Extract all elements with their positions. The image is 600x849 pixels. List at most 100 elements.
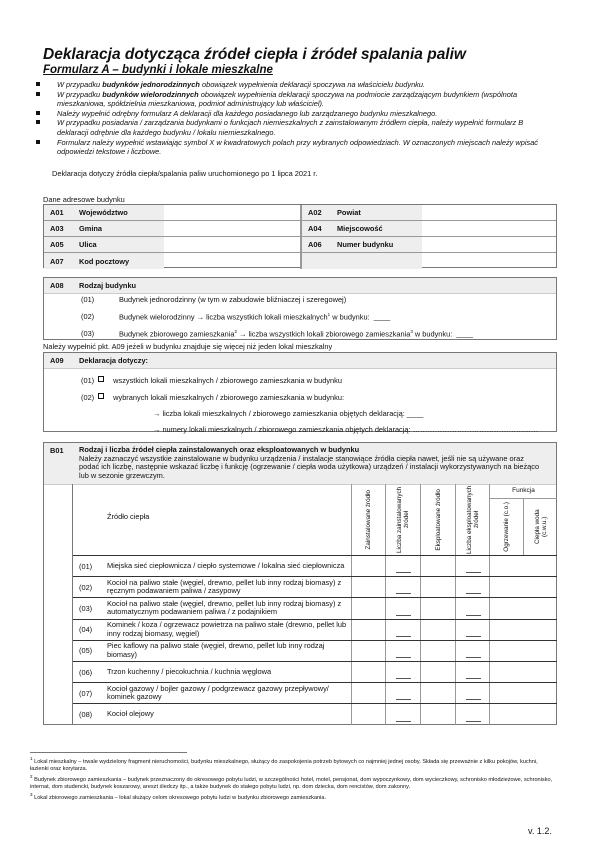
a09-option-all[interactable]: (01) wszystkich lokali mieszkalnych / zbi… xyxy=(81,376,342,385)
a09-count-field[interactable]: → liczba lokali mieszkalnych / zbioroweg… xyxy=(153,409,424,418)
hot-water-checkbox[interactable] xyxy=(523,577,557,597)
row-number: (05) xyxy=(79,646,93,656)
field-street[interactable]: A05 Ulica xyxy=(44,237,300,252)
installed-checkbox[interactable] xyxy=(351,577,385,598)
installed-count-field[interactable] xyxy=(385,704,419,725)
operated-checkbox[interactable] xyxy=(420,577,454,598)
footnote: 3 Lokal zbiorowego zamieszkania – lokal … xyxy=(30,791,327,801)
option-text: → liczba wszystkich lokali zbiorowego za… xyxy=(236,329,411,339)
installed-count-field[interactable] xyxy=(385,662,419,683)
installed-checkbox[interactable] xyxy=(351,598,385,619)
installed-count-field[interactable] xyxy=(385,577,419,598)
field-code: A07 xyxy=(50,256,64,266)
hot-water-checkbox[interactable] xyxy=(523,556,557,576)
hot-water-checkbox[interactable] xyxy=(523,620,557,640)
installed-count-field[interactable] xyxy=(385,683,419,704)
installed-checkbox[interactable] xyxy=(351,619,385,640)
heating-checkbox[interactable] xyxy=(489,683,523,704)
footnote-ref: 3 xyxy=(410,329,413,334)
installed-checkbox[interactable] xyxy=(351,662,385,683)
instruction-item: W przypadku budynków wielorodzinnych obo… xyxy=(35,90,555,109)
row-label: Kocioł na paliwo stałe (węgiel, drewno, … xyxy=(107,577,342,596)
count-blank xyxy=(396,656,411,658)
operated-count-field[interactable] xyxy=(455,640,489,661)
heating-checkbox[interactable] xyxy=(489,619,523,640)
row-number: (03) xyxy=(79,603,93,613)
field-municipality[interactable]: A03 Gmina xyxy=(44,221,300,236)
operated-checkbox[interactable] xyxy=(420,683,454,704)
installed-count-field[interactable] xyxy=(385,619,419,640)
col-header-source: Źródło ciepła xyxy=(107,512,150,521)
hot-water-checkbox[interactable] xyxy=(523,662,557,682)
a08-building-type-section: A08 Rodzaj budynku (01) Budynek jednorodzi… xyxy=(43,277,557,340)
heating-checkbox[interactable] xyxy=(489,662,523,683)
operated-checkbox[interactable] xyxy=(420,556,454,577)
heating-checkbox[interactable] xyxy=(489,640,523,661)
operated-checkbox[interactable] xyxy=(420,619,454,640)
heat-source-row: (01) Miejska sieć ciepłownicza / ciepło s… xyxy=(73,555,557,577)
operated-checkbox[interactable] xyxy=(420,704,454,725)
installed-count-field[interactable] xyxy=(385,598,419,619)
installed-checkbox[interactable] xyxy=(351,640,385,661)
field-label: Numer budynku xyxy=(337,240,394,249)
instruction-bold: budynków wielorodzinnych xyxy=(102,89,199,99)
heating-checkbox[interactable] xyxy=(489,704,523,725)
field-label: Powiat xyxy=(337,208,361,217)
hot-water-checkbox[interactable] xyxy=(523,641,557,661)
form-subtitle: Formularz A – budynki i lokale mieszkaln… xyxy=(43,64,273,76)
row-number: (02) xyxy=(79,582,93,592)
instruction-item: Należy wypełnić odrębny formularz A dekl… xyxy=(35,109,555,119)
field-code: A04 xyxy=(308,224,322,233)
operated-checkbox[interactable] xyxy=(420,640,454,661)
operated-checkbox[interactable] xyxy=(420,662,454,683)
section-description: Należy zaznaczyć wszystkie zainstalowane… xyxy=(79,453,540,480)
checkbox[interactable] xyxy=(98,393,105,399)
hot-water-checkbox[interactable] xyxy=(523,704,557,724)
field-county[interactable]: A02 Powiat xyxy=(300,205,556,220)
installed-count-field[interactable] xyxy=(385,640,419,661)
operated-count-field[interactable] xyxy=(455,577,489,598)
installed-checkbox[interactable] xyxy=(351,704,385,725)
a08-option-collective[interactable]: (03) Budynek zbiorowego zamieszkania2 → l… xyxy=(81,329,473,338)
option-text: wybranych lokali mieszkalnych / zbiorowe… xyxy=(113,393,345,402)
field-voivodeship[interactable]: A01 Województwo xyxy=(44,205,300,220)
hot-water-checkbox[interactable] xyxy=(523,683,557,703)
count-blank[interactable]: ____ xyxy=(456,329,473,339)
operated-count-field[interactable] xyxy=(455,598,489,619)
count-blank xyxy=(396,635,411,637)
hot-water-checkbox[interactable] xyxy=(523,598,557,618)
installed-checkbox[interactable] xyxy=(351,556,385,577)
a09-option-selected[interactable]: (02) wybranych lokali mieszkalnych / zbio… xyxy=(81,393,344,402)
installed-checkbox[interactable] xyxy=(351,683,385,704)
version-label: v. 1.2. xyxy=(528,826,552,836)
heating-checkbox[interactable] xyxy=(489,577,523,598)
row-number: (04) xyxy=(79,625,93,635)
heating-checkbox[interactable] xyxy=(489,556,523,577)
row-label: Kocioł gazowy / bojler gazowy / podgrzew… xyxy=(107,683,329,702)
heating-checkbox[interactable] xyxy=(489,598,523,619)
operated-count-field[interactable] xyxy=(455,662,489,683)
field-label: Gmina xyxy=(79,224,102,233)
count-blank xyxy=(466,699,481,701)
count-blank[interactable]: ____ xyxy=(373,312,391,322)
a08-option-single-family[interactable]: (01) Budynek jednorodzinny (w tym w zabud… xyxy=(81,295,346,304)
field-building-number[interactable]: A06 Numer budynku xyxy=(300,237,556,252)
field-postal-code[interactable]: A07 Kod pocztowy xyxy=(44,253,300,269)
a08-option-multi-family[interactable]: (02) Budynek wielorodzinny → liczba wszys… xyxy=(81,312,390,321)
count-blank xyxy=(396,572,411,574)
checkbox[interactable] xyxy=(98,376,105,382)
option-text: Budynek zbiorowego zamieszkania xyxy=(119,329,235,339)
a09-numbers-field[interactable]: → numery lokali mieszkalnych / zbioroweg… xyxy=(153,425,539,434)
operated-count-field[interactable] xyxy=(455,556,489,577)
field-locality[interactable]: A04 Miejscowość xyxy=(300,221,556,236)
operated-count-field[interactable] xyxy=(455,619,489,640)
operated-count-field[interactable] xyxy=(455,683,489,704)
row-number: (06) xyxy=(79,667,93,677)
operated-count-field[interactable] xyxy=(455,704,489,725)
address-table: A01 Województwo A02 Powiat A03 Gmina A04 Mie… xyxy=(43,204,557,269)
operated-checkbox[interactable] xyxy=(420,598,454,619)
instruction-text: obowiązek wypełnienia deklaracji spoczyw… xyxy=(199,80,426,89)
declaration-note: Deklaracja dotyczy źródła ciepła/spalani… xyxy=(52,169,318,178)
option-text: w budynku: xyxy=(412,329,453,339)
installed-count-field[interactable] xyxy=(385,556,419,577)
